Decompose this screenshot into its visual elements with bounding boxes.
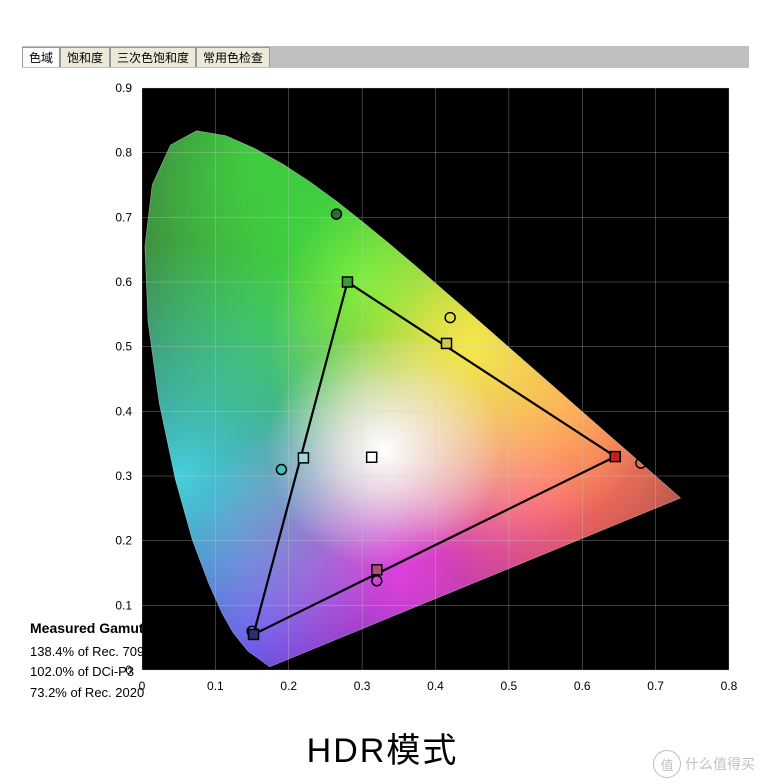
gamut-heading: Measured Gamut — [30, 617, 144, 639]
svg-text:0.4: 0.4 — [427, 679, 444, 693]
gamut-readout: Measured Gamut 138.4% of Rec. 709 102.0%… — [30, 617, 144, 704]
gamut-line-0: 138.4% of Rec. 709 — [30, 642, 144, 663]
svg-text:0.9: 0.9 — [115, 81, 132, 95]
svg-text:0.3: 0.3 — [115, 469, 132, 483]
svg-text:0.8: 0.8 — [721, 679, 738, 693]
tab-3[interactable]: 常用色检查 — [196, 47, 270, 67]
svg-text:0.7: 0.7 — [647, 679, 664, 693]
svg-text:0.2: 0.2 — [115, 534, 132, 548]
tab-0[interactable]: 色域 — [22, 47, 60, 67]
svg-text:0.1: 0.1 — [207, 679, 224, 693]
gamut-line-2: 73.2% of Rec. 2020 — [30, 683, 144, 704]
watermark: 值 什么值得买 — [653, 750, 755, 778]
mode-caption: HDR模式 — [0, 723, 765, 772]
watermark-text: 什么值得买 — [685, 754, 755, 774]
tab-bar: 色域饱和度三次色饱和度常用色检查 — [22, 46, 749, 68]
svg-text:0.5: 0.5 — [115, 340, 132, 354]
svg-text:0.6: 0.6 — [115, 275, 132, 289]
tab-1[interactable]: 饱和度 — [60, 47, 110, 67]
tab-2[interactable]: 三次色饱和度 — [110, 47, 196, 67]
chromaticity-plot: 00.10.20.30.40.50.60.70.800.10.20.30.40.… — [22, 68, 749, 710]
svg-text:0.5: 0.5 — [501, 679, 518, 693]
gamut-line-1: 102.0% of DCi-P3 — [30, 662, 144, 683]
svg-text:0.4: 0.4 — [115, 404, 132, 418]
svg-text:0.1: 0.1 — [115, 598, 132, 612]
svg-text:0.2: 0.2 — [280, 679, 297, 693]
svg-text:0.3: 0.3 — [354, 679, 371, 693]
watermark-badge-icon: 值 — [653, 750, 681, 778]
svg-text:0.8: 0.8 — [115, 146, 132, 160]
svg-text:0.7: 0.7 — [115, 210, 132, 224]
svg-text:0.6: 0.6 — [574, 679, 591, 693]
